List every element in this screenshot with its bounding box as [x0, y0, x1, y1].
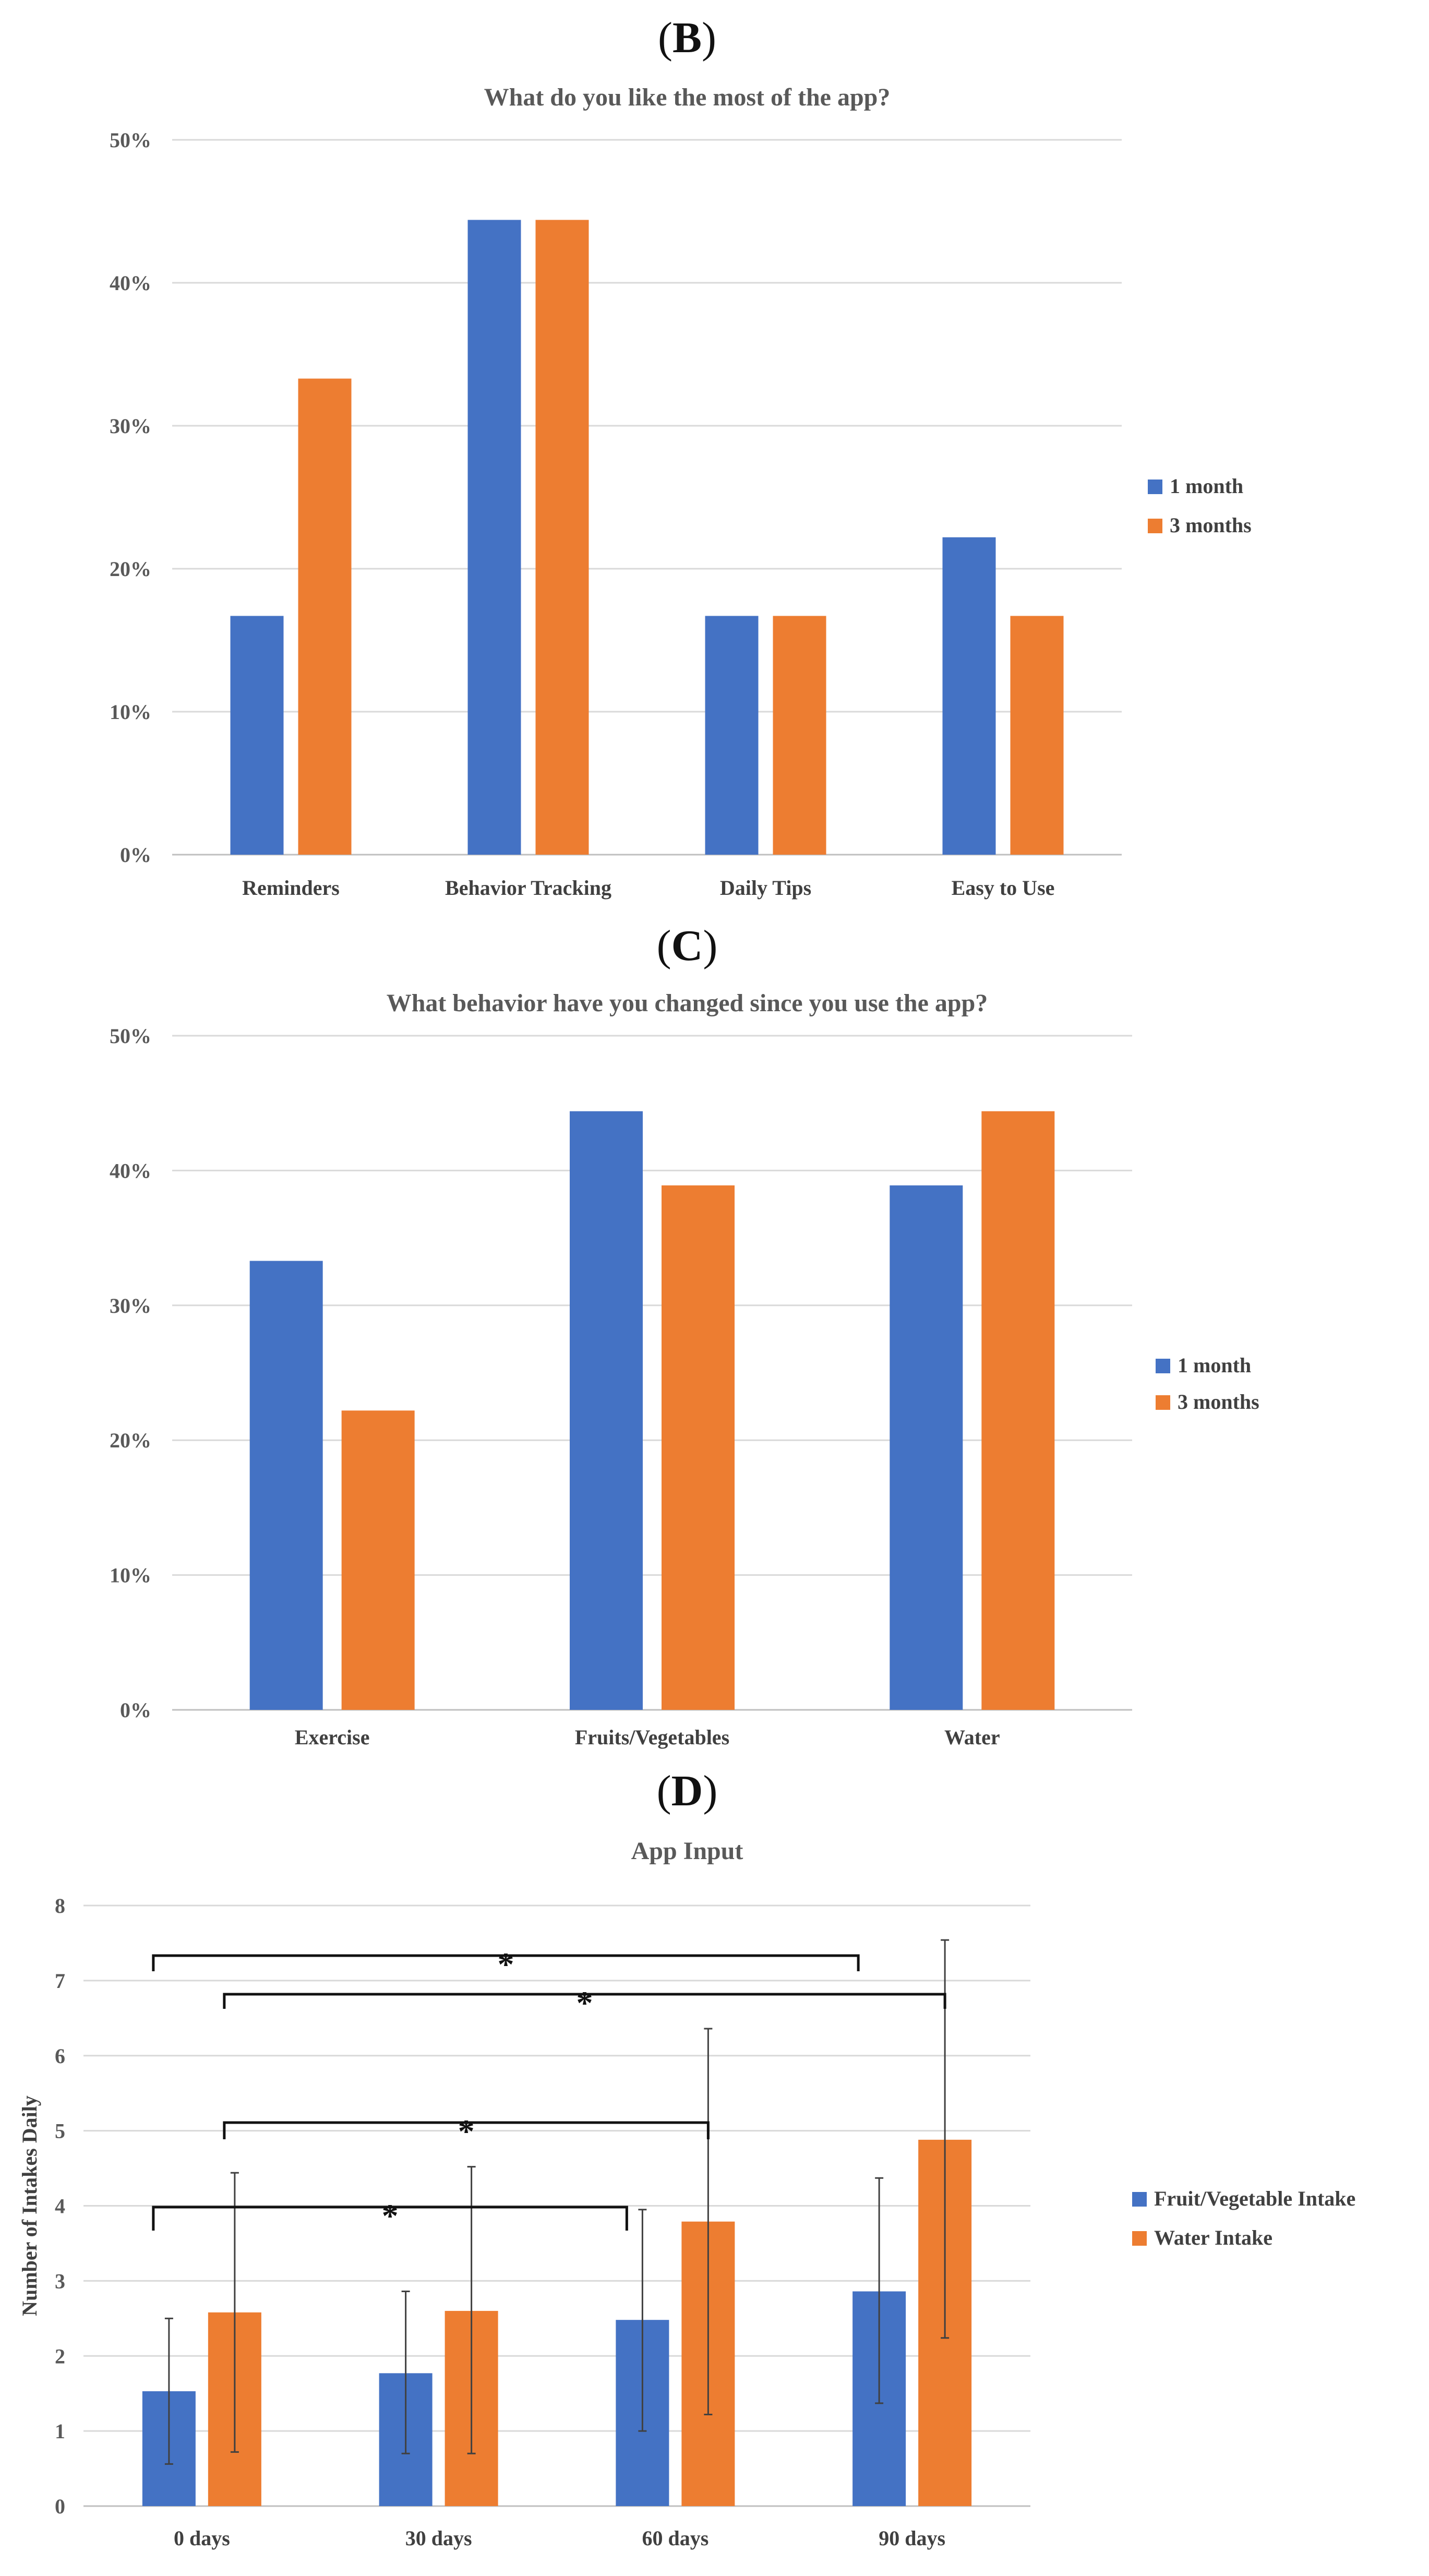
legend-swatch	[1132, 2192, 1147, 2207]
legend-entry: 1 month	[1170, 474, 1243, 498]
bar	[1010, 616, 1064, 855]
legend-entry: 3 months	[1170, 513, 1252, 537]
bar	[298, 378, 352, 855]
y-tick-label: 5	[55, 2119, 65, 2143]
bar	[230, 616, 284, 855]
significance-bracket	[223, 2121, 710, 2139]
x-category-label: Behavior Tracking	[445, 876, 611, 900]
y-tick-label: 30%	[110, 414, 151, 438]
y-tick-label: 7	[55, 1969, 65, 1993]
bar	[705, 616, 759, 855]
significance-star: *	[498, 1946, 514, 1983]
chart-title-b: What do you like the most of the app?	[484, 83, 891, 111]
panel-letter-c: (C)	[657, 921, 718, 970]
x-category-label: Exercise	[295, 1726, 370, 1749]
panel-b: (B) What do you like the most of the app…	[110, 14, 1252, 900]
y-tick-label: 1	[55, 2419, 65, 2443]
y-tick-label: 50%	[110, 1024, 151, 1048]
y-tick-label: 50%	[110, 128, 151, 152]
y-tick-label: 30%	[110, 1294, 151, 1317]
y-tick-label: 2	[55, 2344, 65, 2368]
legend-swatch	[1148, 480, 1162, 494]
bar	[773, 616, 826, 855]
y-tick-label: 20%	[110, 1429, 151, 1452]
bar	[249, 1261, 323, 1710]
y-tick-label: 0%	[120, 1698, 151, 1722]
panel-c: (C) What behavior have you changed since…	[110, 921, 1259, 1749]
bar	[467, 220, 521, 855]
y-tick-label: 4	[55, 2195, 65, 2218]
legend-entry: 3 months	[1178, 1390, 1259, 1413]
significance-star: *	[458, 2113, 475, 2150]
legend-swatch	[1156, 1359, 1170, 1373]
bar	[662, 1185, 735, 1710]
chart-title-d: App Input	[631, 1837, 743, 1865]
y-tick-label: 3	[55, 2269, 65, 2293]
significance-bracket	[223, 1993, 946, 2009]
x-category-label: 0 days	[174, 2526, 230, 2550]
significance-star: *	[382, 2197, 399, 2234]
legend-entry: Water Intake	[1154, 2226, 1272, 2249]
panel-letter-b: (B)	[658, 14, 716, 62]
bar	[890, 1185, 963, 1710]
significance-bracket	[152, 2206, 628, 2231]
y-tick-label: 40%	[110, 1159, 151, 1182]
panel-letter-d: (D)	[657, 1767, 718, 1815]
y-tick-label: 40%	[110, 271, 151, 295]
bar	[341, 1410, 415, 1710]
bar	[942, 537, 996, 855]
y-tick-label: 10%	[110, 1564, 151, 1587]
x-category-label: Daily Tips	[720, 876, 811, 900]
legend-swatch	[1156, 1395, 1170, 1410]
y-tick-label: 10%	[110, 700, 151, 724]
x-category-label: Fruits/Vegetables	[575, 1726, 729, 1749]
bar	[981, 1111, 1055, 1710]
y-tick-label: 8	[55, 1894, 65, 1918]
significance-bracket	[152, 1954, 860, 1971]
chart-title-c: What behavior have you changed since you…	[387, 989, 988, 1017]
bar	[535, 220, 589, 855]
panel-d: (D) App Input 0 1 2 3 4 5 6 7 8 0 days 30 days 60 d…	[18, 1767, 1355, 2550]
x-category-label: Easy to Use	[952, 876, 1055, 900]
significance-star: *	[577, 1984, 593, 2021]
x-category-label: Reminders	[242, 876, 340, 900]
legend-swatch	[1132, 2231, 1147, 2246]
y-tick-label: 0	[55, 2495, 65, 2518]
y-axis-title: Number of Intakes Daily	[18, 2095, 41, 2316]
x-category-label: Water	[944, 1726, 1000, 1749]
x-category-label: 60 days	[642, 2526, 709, 2550]
legend-swatch	[1148, 519, 1162, 533]
legend-entry: Fruit/Vegetable Intake	[1154, 2187, 1355, 2210]
legend-entry: 1 month	[1178, 1353, 1251, 1377]
y-tick-label: 6	[55, 2044, 65, 2068]
y-tick-label: 20%	[110, 557, 151, 581]
x-category-label: 30 days	[405, 2526, 472, 2550]
x-category-label: 90 days	[879, 2526, 945, 2550]
y-tick-label: 0%	[120, 843, 151, 867]
bar	[570, 1111, 643, 1710]
